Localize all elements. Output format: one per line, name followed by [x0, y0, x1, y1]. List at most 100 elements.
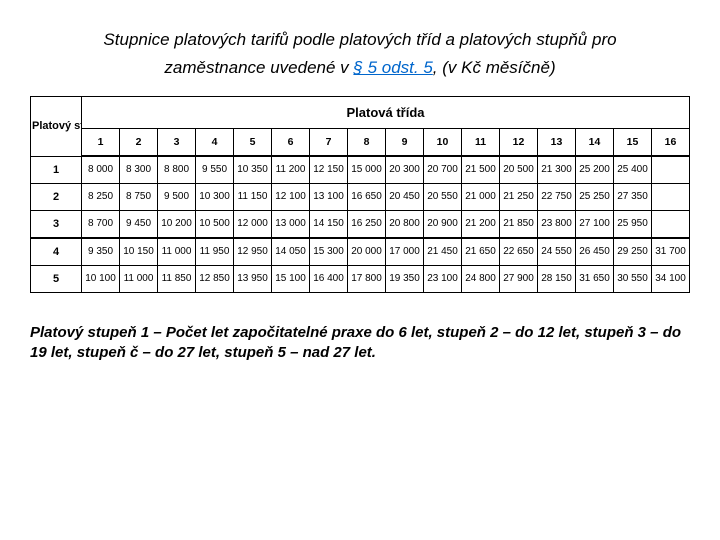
salary-cell: 22 750: [538, 183, 576, 210]
salary-cell: 12 100: [272, 183, 310, 210]
table-row: 28 2508 7509 50010 30011 15012 10013 100…: [31, 183, 690, 210]
col-head: 2: [120, 129, 158, 157]
subtitle-pre: zaměstnance uvedené v: [164, 58, 353, 77]
salary-cell: 26 450: [576, 238, 614, 266]
salary-cell: 13 100: [310, 183, 348, 210]
salary-cell: 27 100: [576, 210, 614, 238]
table-row: 49 35010 15011 00011 95012 95014 05015 3…: [31, 238, 690, 266]
salary-cell: 21 000: [462, 183, 500, 210]
salary-cell: 28 150: [538, 265, 576, 292]
salary-cell: 11 200: [272, 156, 310, 183]
salary-cell: 19 350: [386, 265, 424, 292]
salary-cell: 21 250: [500, 183, 538, 210]
salary-cell: 16 650: [348, 183, 386, 210]
salary-cell: 27 350: [614, 183, 652, 210]
salary-cell: 12 150: [310, 156, 348, 183]
row-label: 1: [31, 156, 82, 183]
row-label: 5: [31, 265, 82, 292]
salary-cell: 12 850: [196, 265, 234, 292]
col-head: 12: [500, 129, 538, 157]
salary-cell: 21 450: [424, 238, 462, 266]
salary-cell: 24 550: [538, 238, 576, 266]
salary-cell: 12 950: [234, 238, 272, 266]
salary-cell: 10 100: [82, 265, 120, 292]
salary-cell: 11 000: [158, 238, 196, 266]
subtitle-post: , (v Kč měsíčně): [433, 58, 556, 77]
salary-cell: 9 450: [120, 210, 158, 238]
col-head: 6: [272, 129, 310, 157]
salary-table-wrap: Platový stupeň Platová třída 1 2 3 4 5 6…: [30, 96, 690, 293]
salary-cell: 11 950: [196, 238, 234, 266]
salary-cell: [652, 210, 690, 238]
salary-cell: 21 650: [462, 238, 500, 266]
col-head: 13: [538, 129, 576, 157]
row-header-cell: Platový stupeň: [31, 97, 82, 157]
salary-cell: 17 000: [386, 238, 424, 266]
salary-cell: 17 800: [348, 265, 386, 292]
salary-cell: 10 350: [234, 156, 272, 183]
salary-cell: 8 750: [120, 183, 158, 210]
table-row: 38 7009 45010 20010 50012 00013 00014 15…: [31, 210, 690, 238]
salary-cell: 8 300: [120, 156, 158, 183]
salary-cell: 14 050: [272, 238, 310, 266]
salary-cell: 21 500: [462, 156, 500, 183]
col-head: 7: [310, 129, 348, 157]
salary-cell: 20 300: [386, 156, 424, 183]
salary-cell: 11 000: [120, 265, 158, 292]
col-head: 5: [234, 129, 272, 157]
salary-cell: 23 800: [538, 210, 576, 238]
salary-cell: 27 900: [500, 265, 538, 292]
salary-cell: 20 500: [500, 156, 538, 183]
row-label: 3: [31, 210, 82, 238]
salary-cell: 31 650: [576, 265, 614, 292]
salary-cell: 10 300: [196, 183, 234, 210]
salary-cell: 34 100: [652, 265, 690, 292]
salary-cell: 21 300: [538, 156, 576, 183]
salary-cell: 8 700: [82, 210, 120, 238]
salary-cell: 15 000: [348, 156, 386, 183]
col-head: 4: [196, 129, 234, 157]
salary-cell: 9 550: [196, 156, 234, 183]
salary-cell: 13 950: [234, 265, 272, 292]
salary-cell: 15 300: [310, 238, 348, 266]
paragraph-link[interactable]: § 5 odst. 5: [353, 58, 432, 77]
table-row: 18 0008 3008 8009 55010 35011 20012 1501…: [31, 156, 690, 183]
table-body: 18 0008 3008 8009 55010 35011 20012 1501…: [31, 156, 690, 292]
col-head: 3: [158, 129, 196, 157]
footnote-text: Platový stupeň 1 – Počet let započitatel…: [30, 323, 690, 364]
salary-cell: 21 200: [462, 210, 500, 238]
salary-cell: 11 150: [234, 183, 272, 210]
salary-cell: 25 200: [576, 156, 614, 183]
salary-cell: 20 000: [348, 238, 386, 266]
col-head: 14: [576, 129, 614, 157]
salary-cell: 25 400: [614, 156, 652, 183]
super-header-cell: Platová třída: [82, 97, 690, 129]
salary-cell: 15 100: [272, 265, 310, 292]
salary-cell: 30 550: [614, 265, 652, 292]
salary-cell: 10 200: [158, 210, 196, 238]
salary-cell: 24 800: [462, 265, 500, 292]
page-root: Stupnice platových tarifů podle platovýc…: [0, 0, 720, 398]
salary-cell: 31 700: [652, 238, 690, 266]
salary-cell: 20 800: [386, 210, 424, 238]
salary-cell: 8 800: [158, 156, 196, 183]
row-label: 2: [31, 183, 82, 210]
salary-cell: 8 000: [82, 156, 120, 183]
salary-cell: [652, 156, 690, 183]
salary-cell: 16 400: [310, 265, 348, 292]
col-head: 8: [348, 129, 386, 157]
salary-cell: 8 250: [82, 183, 120, 210]
salary-cell: 22 650: [500, 238, 538, 266]
salary-table: Platový stupeň Platová třída 1 2 3 4 5 6…: [30, 96, 690, 293]
title-line-2: zaměstnance uvedené v § 5 odst. 5, (v Kč…: [30, 58, 690, 78]
col-head: 11: [462, 129, 500, 157]
salary-cell: 10 500: [196, 210, 234, 238]
salary-cell: 10 150: [120, 238, 158, 266]
salary-cell: 20 900: [424, 210, 462, 238]
salary-cell: 13 000: [272, 210, 310, 238]
salary-cell: 23 100: [424, 265, 462, 292]
salary-cell: [652, 183, 690, 210]
col-head: 15: [614, 129, 652, 157]
salary-cell: 20 550: [424, 183, 462, 210]
row-label: 4: [31, 238, 82, 266]
